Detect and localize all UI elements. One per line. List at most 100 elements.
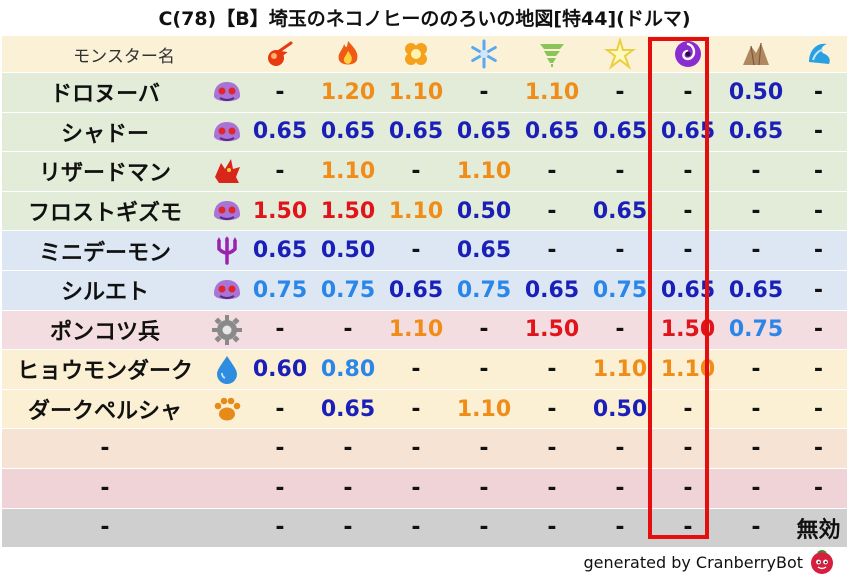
gira-flame-icon [332, 38, 364, 70]
monster-icon-cell [208, 191, 246, 232]
resistance-value: 0.65 [382, 112, 450, 153]
resistance-value: - [246, 151, 314, 192]
resistance-value: 0.50 [450, 191, 518, 232]
resistance-value: - [722, 428, 790, 469]
monster-icon-cell [208, 310, 246, 351]
resistance-value: - [586, 72, 654, 113]
monster-name: ヒョウモンダーク [2, 349, 208, 390]
resistance-value: - [790, 349, 847, 390]
table-row: ダークペルシャ -0.65-1.10-0.50- - - [2, 389, 847, 430]
monster-icon-cell [208, 508, 246, 549]
dein-lightning-icon [604, 36, 636, 70]
resistance-value: 1.50 [654, 310, 722, 351]
resistance-value: 1.10 [450, 151, 518, 192]
resistance-value: - [790, 389, 847, 430]
resistance-value: 0.65 [654, 270, 722, 311]
table-row: シルエト 0.75 0.75 0.65 0.75 0.65 0.75 0.65 0.65- [2, 270, 847, 311]
footer-text: generated by CranberryBot [583, 552, 803, 572]
monster-icon-cell [208, 230, 246, 271]
resistance-value: - [246, 389, 314, 430]
jibaria-rock-icon [740, 38, 772, 70]
resistance-value: - [654, 428, 722, 469]
monster-name: - [2, 428, 208, 469]
resistance-value: 0.75 [450, 270, 518, 311]
resistance-value: - [654, 191, 722, 232]
resistance-value: 0.65 [450, 112, 518, 153]
resistance-value: - [722, 230, 790, 271]
column-header-monster-name: モンスター名 [2, 36, 246, 73]
monster-icon-cell [208, 151, 246, 192]
resistance-value: 1.20 [314, 72, 382, 113]
resistance-value: - [586, 508, 654, 549]
resistance-value: 1.10 [654, 349, 722, 390]
monster-name: ポンコツ兵 [2, 310, 208, 351]
resistance-value: 1.50 [246, 191, 314, 232]
resistance-value: - [586, 310, 654, 351]
resistance-value: - [654, 230, 722, 271]
resistance-value: 0.60 [246, 349, 314, 390]
resistance-value: 無効 [790, 508, 847, 549]
resistance-value: - [654, 468, 722, 509]
monster-name: シャドー [2, 112, 208, 153]
resistance-value: 1.10 [382, 310, 450, 351]
resistance-value: 0.65 [654, 112, 722, 153]
resistance-value: - [450, 428, 518, 469]
resistance-value: - [382, 389, 450, 430]
monster-name: ミニデーモン [2, 230, 208, 271]
resistance-value: 0.50 [586, 389, 654, 430]
resistance-value: - [722, 151, 790, 192]
monster-icon-cell [208, 389, 246, 430]
table-row: ミニデーモン 0.65 0.50-0.65- - - - - [2, 230, 847, 271]
page-title: C(78)【B】埼玉のネコノヒーののろいの地図[特44](ドルマ) [158, 8, 691, 30]
column-header-element [722, 36, 790, 73]
resistance-value: 0.50 [314, 230, 382, 271]
mera-fireball-icon [264, 38, 296, 70]
water-drop-icon [211, 353, 243, 385]
resistance-value: 1.10 [450, 389, 518, 430]
water-wave-icon [803, 38, 835, 70]
resistance-value: - [518, 468, 586, 509]
resistance-value: 0.50 [722, 72, 790, 113]
slime-monster-icon [211, 195, 243, 227]
resistance-value: - [246, 72, 314, 113]
monster-name: ダークペルシャ [2, 389, 208, 430]
resistance-value: - [654, 72, 722, 113]
resistance-value: 0.65 [518, 112, 586, 153]
resistance-value: - [790, 151, 847, 192]
resistance-value: 0.65 [586, 112, 654, 153]
column-header-element [450, 36, 518, 73]
slime-monster-icon [211, 76, 243, 108]
resistance-value: - [586, 230, 654, 271]
resistance-value: - [450, 468, 518, 509]
resistance-value: 1.50 [518, 310, 586, 351]
cranberry-bot-icon [809, 549, 835, 575]
resistance-value: - [722, 349, 790, 390]
resistance-value: - [314, 468, 382, 509]
column-header-element [654, 36, 722, 73]
doruma-dark-vortex-icon [672, 38, 704, 70]
monster-name: フロストギズモ [2, 191, 208, 232]
resistance-value: - [586, 151, 654, 192]
resistance-value: 0.75 [314, 270, 382, 311]
resistance-value: - [790, 112, 847, 153]
slime-monster-icon [211, 116, 243, 148]
resistance-value: 1.10 [314, 151, 382, 192]
resistance-value: - [518, 230, 586, 271]
monster-icon-cell [208, 468, 246, 509]
table-row: ドロヌーバ -1.20 1.10-1.10- -0.50- [2, 72, 847, 113]
table-row: シャドー 0.65 0.65 0.65 0.65 0.65 0.65 0.65 0.65- [2, 112, 847, 153]
resistance-value: 0.65 [246, 112, 314, 153]
table-row: ヒョウモンダーク 0.60 0.80- - -1.10 1.10- - [2, 349, 847, 390]
resistance-value: 0.80 [314, 349, 382, 390]
monster-icon-cell [208, 270, 246, 311]
resistance-value: - [314, 428, 382, 469]
resistance-value: - [722, 191, 790, 232]
resistance-value: - [450, 349, 518, 390]
resistance-value: - [450, 310, 518, 351]
table-row: フロストギズモ 1.50 1.50 1.10 0.50-0.65- - - [2, 191, 847, 232]
resistance-value: 0.65 [450, 230, 518, 271]
table-row: ---------- [2, 468, 847, 509]
resistance-value: 1.10 [518, 72, 586, 113]
resistance-value: - [450, 508, 518, 549]
resistance-value: - [246, 428, 314, 469]
